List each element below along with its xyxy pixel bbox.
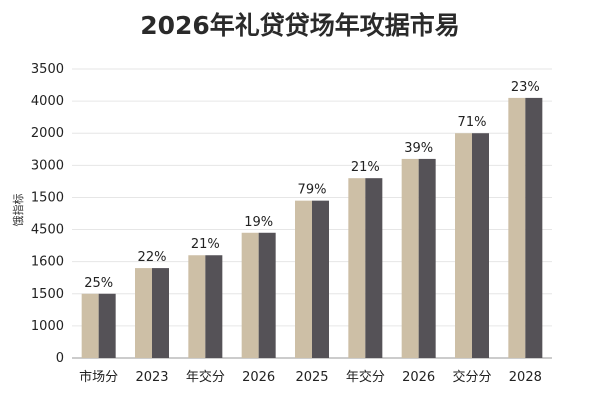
y-tick-label: 4500	[31, 223, 64, 238]
data-label: 21%	[351, 160, 380, 175]
x-tick-label: 2028	[509, 370, 542, 385]
y-axis: 0 1000 1500 1600 4500 1500 3000 2000 4000 3500	[31, 62, 64, 366]
y-tick-label: 3500	[31, 62, 64, 77]
y-tick-label: 3000	[31, 158, 64, 173]
bar-series-b	[365, 178, 383, 358]
x-axis: 市场分 2023 年交分 2026 2025 年交分 2026 交分分 2028	[79, 369, 542, 385]
y-tick-label: 1500	[31, 190, 64, 205]
data-label: 39%	[404, 141, 433, 156]
bars	[81, 97, 543, 359]
data-label: 25%	[84, 276, 113, 291]
bar-series-a	[348, 178, 366, 358]
y-tick-label: 2000	[31, 126, 64, 141]
data-label: 23%	[511, 80, 540, 95]
x-tick-label: 2023	[135, 370, 168, 385]
bar-series-b	[205, 255, 223, 358]
bar-series-b	[312, 200, 329, 358]
data-label: 22%	[138, 250, 167, 265]
data-labels: 25% 22% 21% 19% 79% 21% 39% 71% 23%	[84, 80, 540, 291]
y-tick-label: 4000	[31, 94, 64, 109]
y-tick-label: 1600	[31, 255, 64, 270]
bar-series-b	[98, 293, 116, 358]
chart-title: 2026年礼贷贷场年攻据市易	[140, 11, 460, 40]
bar-series-a	[455, 133, 472, 358]
data-label: 19%	[244, 215, 273, 230]
bar-series-b	[525, 97, 543, 359]
y-tick-label: 1500	[31, 287, 64, 302]
x-tick-label: 2026	[402, 370, 435, 385]
x-tick-label: 年交分	[186, 369, 225, 385]
x-tick-label: 市场分	[79, 369, 118, 385]
bar-series-b	[258, 232, 276, 358]
bar-series-a	[135, 268, 152, 358]
bar-series-a	[401, 158, 419, 358]
x-tick-label: 交分分	[452, 369, 491, 385]
x-tick-label: 年交分	[346, 369, 385, 385]
bar-series-a	[81, 293, 99, 358]
bar-series-a	[241, 232, 259, 358]
x-tick-label: 2026	[242, 370, 275, 385]
data-label: 21%	[191, 237, 220, 252]
bar-series-b	[152, 268, 169, 358]
bar-series-b	[472, 133, 489, 358]
bar-series-a	[188, 255, 206, 358]
data-label: 79%	[298, 183, 327, 198]
y-tick-label: 0	[56, 351, 64, 366]
bar-series-a	[295, 200, 312, 358]
data-label: 71%	[458, 115, 487, 130]
x-tick-label: 2025	[295, 370, 328, 385]
bar-series-a	[508, 97, 526, 359]
y-tick-label: 1000	[31, 319, 64, 334]
bar-series-b	[418, 158, 436, 358]
y-axis-title: 饿指标	[11, 194, 25, 227]
